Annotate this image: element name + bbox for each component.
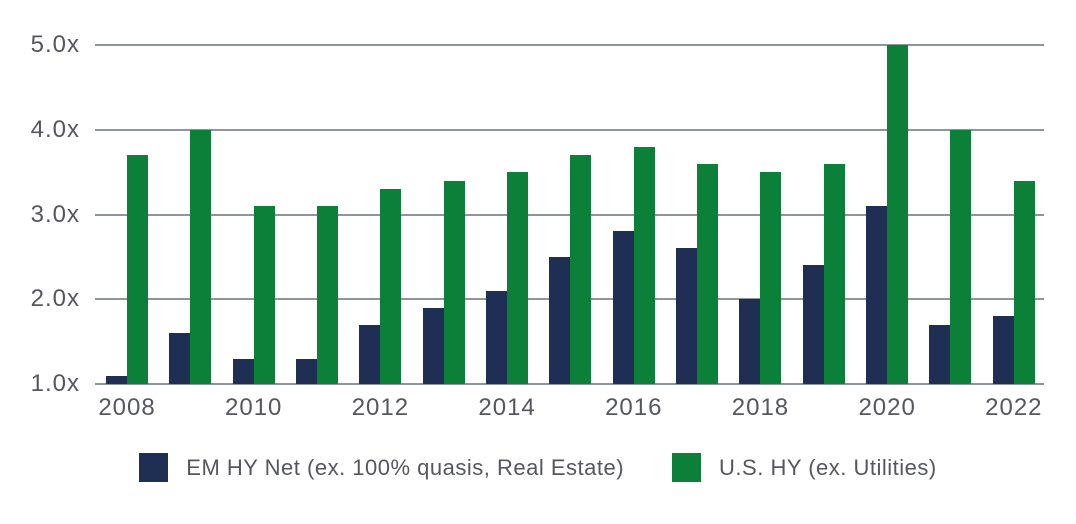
bar-us-hy-2010 (253, 206, 275, 384)
x-tick-slot-2015 (549, 394, 591, 422)
bar-us-hy-2018 (760, 172, 782, 384)
bar-group-2011 (296, 45, 339, 384)
x-tick-slot-2012: 2012 (352, 394, 408, 422)
bar-em-hy-net-2013 (422, 307, 444, 384)
bar-em-hy-net-2016 (612, 231, 634, 384)
x-tick-label: 2020 (858, 394, 916, 421)
bar-em-hy-net-2012 (359, 324, 381, 384)
bar-us-hy-2016 (633, 146, 655, 384)
bar-group-2020 (866, 45, 909, 384)
bar-group-2017 (676, 45, 719, 384)
bar-em-hy-net-2014 (486, 290, 508, 384)
bar-em-hy-net-2020 (866, 206, 888, 384)
bar-group-2016 (612, 45, 655, 384)
y-tick-label: 3.0x (30, 200, 80, 228)
bar-group-2008 (106, 45, 148, 384)
y-tick-label: 1.0x (30, 370, 80, 397)
bar-em-hy-net-2009 (169, 333, 191, 384)
x-tick-slot-2019 (803, 394, 845, 422)
bar-group-2019 (802, 45, 845, 384)
x-tick-slot-2017 (676, 394, 718, 422)
x-tick-slot-2014: 2014 (478, 394, 534, 422)
legend-item-us-hy: U.S. HY (ex. Utilities) (672, 453, 937, 482)
bar-em-hy-net-2011 (296, 358, 318, 384)
bar-us-hy-2017 (697, 163, 719, 384)
x-tick-slot-2018: 2018 (732, 394, 788, 422)
bar-em-hy-net-2010 (232, 358, 254, 384)
bar-us-hy-2020 (887, 45, 909, 384)
bar-group-2012 (359, 45, 402, 384)
x-tick-label: 2014 (478, 394, 536, 421)
bar-group-2015 (549, 45, 592, 384)
x-tick-slot-2009 (169, 394, 211, 422)
bar-em-hy-net-2015 (549, 256, 571, 384)
bar-group-2013 (422, 45, 465, 384)
legend-swatch-us-hy (672, 453, 702, 482)
y-tick-label: 2.0x (30, 285, 80, 313)
x-axis: 2008 2010 2012 2014 2016 2018 2020 2022 (95, 394, 1044, 422)
bar-group-2018 (739, 45, 782, 384)
legend: EM HY Net (ex. 100% quasis, Real Estate)… (0, 453, 1076, 482)
bar-us-hy-2014 (507, 172, 529, 384)
gridline-3.0x (95, 213, 1044, 216)
x-tick-slot-2020: 2020 (858, 394, 914, 422)
x-tick-slot-2021 (929, 394, 971, 422)
bar-us-hy-2013 (443, 180, 465, 384)
x-tick-label: 2016 (605, 394, 663, 421)
bar-em-hy-net-2008 (106, 375, 127, 384)
bar-group-2014 (486, 45, 529, 384)
bar-us-hy-2008 (127, 155, 148, 384)
legend-item-em-hy-net: EM HY Net (ex. 100% quasis, Real Estate) (139, 453, 624, 482)
bar-group-2010 (232, 45, 275, 384)
x-tick-slot-2011 (296, 394, 338, 422)
y-tick-label: 4.0x (30, 115, 80, 143)
bar-em-hy-net-2021 (929, 324, 951, 384)
bar-group-2022 (992, 45, 1035, 384)
bar-group-2009 (169, 45, 212, 384)
bar-us-hy-2012 (380, 189, 402, 384)
legend-swatch-em-hy-net (139, 453, 169, 482)
bar-em-hy-net-2022 (992, 316, 1014, 384)
legend-label-us-hy: U.S. HY (ex. Utilities) (719, 454, 937, 480)
bar-em-hy-net-2018 (739, 299, 761, 384)
bar-em-hy-net-2019 (802, 265, 824, 384)
x-tick-label: 2018 (731, 394, 790, 421)
bar-us-hy-2011 (317, 206, 339, 384)
bar-us-hy-2009 (190, 129, 212, 384)
x-tick-slot-2013 (423, 394, 465, 422)
gridline-5.0x (95, 44, 1044, 46)
x-tick-label: 2010 (225, 394, 283, 421)
bar-group-2021 (929, 45, 972, 384)
x-tick-slot-2010: 2010 (225, 394, 281, 422)
bar-groups (95, 45, 1044, 384)
gridline-1.0x (95, 383, 1044, 385)
bar-us-hy-2019 (823, 163, 845, 384)
x-tick-label: 2008 (98, 394, 156, 421)
bar-us-hy-2021 (950, 129, 972, 384)
gridline-4.0x (95, 128, 1044, 131)
plot-area (95, 44, 1044, 385)
x-tick-label: 2022 (985, 394, 1043, 421)
x-tick-slot-2008: 2008 (98, 394, 154, 422)
bar-em-hy-net-2017 (676, 248, 698, 384)
legend-label-em-hy-net: EM HY Net (ex. 100% quasis, Real Estate) (186, 454, 625, 480)
bar-us-hy-2022 (1013, 180, 1035, 384)
y-tick-label: 5.0x (30, 31, 80, 58)
x-tick-slot-2016: 2016 (605, 394, 661, 422)
bar-us-hy-2015 (570, 155, 592, 384)
x-tick-label: 2012 (351, 394, 410, 421)
x-tick-slot-2022: 2022 (985, 394, 1041, 422)
